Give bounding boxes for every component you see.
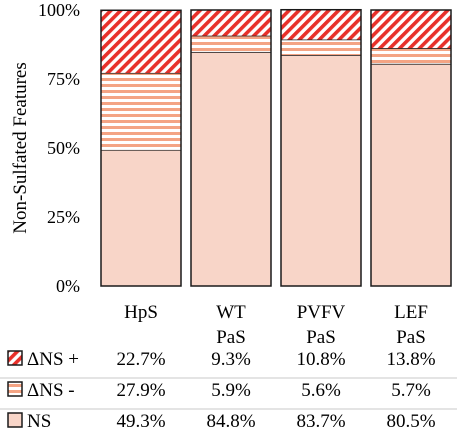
bar-segment-horizontal-stripes <box>281 39 361 55</box>
y-axis-title: Non-Sulfated Features <box>10 62 31 233</box>
x-axis-categories: HpS WT PaS PVFV PaS LEF PaS <box>124 302 428 348</box>
bar-segment-solid <box>101 149 181 286</box>
data-label: 80.5% <box>386 411 435 432</box>
x-category-label: WT <box>216 302 246 323</box>
data-label: 13.8% <box>386 349 435 370</box>
x-category-label: PaS <box>396 327 426 348</box>
legend-swatch <box>7 350 23 366</box>
data-label: 49.3% <box>116 411 165 432</box>
x-category-label: PaS <box>216 327 246 348</box>
bar-segment-solid <box>371 63 451 286</box>
data-label: 27.9% <box>116 380 165 401</box>
x-category-label: PaS <box>306 327 336 348</box>
y-tick-label: 0% <box>56 276 80 296</box>
legend-label: ΔNS - <box>27 380 75 401</box>
legend-label: ΔNS + <box>27 349 79 370</box>
x-category-label: LEF <box>394 302 428 323</box>
y-tick-label: 50% <box>47 138 80 158</box>
bar-outline <box>190 9 272 287</box>
legend-label: NS <box>27 411 51 432</box>
bar-segment-solid <box>191 51 271 287</box>
y-tick-label: 75% <box>47 69 80 89</box>
bar-outline <box>100 9 182 287</box>
data-label: 5.9% <box>211 380 251 401</box>
legend-swatch <box>7 381 23 397</box>
data-label: 22.7% <box>116 349 165 370</box>
bar-segment-horizontal-stripes <box>371 48 451 64</box>
bar-segment-diagonal-stripes <box>101 10 181 73</box>
data-label: 84.8% <box>206 411 255 432</box>
bar-segment-diagonal-stripes <box>371 10 451 49</box>
bar-segment-diagonal-stripes <box>191 10 271 36</box>
bar-outline <box>370 9 452 287</box>
data-table: ΔNS + 22.7% 9.3% 10.8% 13.8% ΔNS - 27.9% 5.9% 5.… <box>0 349 457 432</box>
x-category-label: HpS <box>124 302 158 323</box>
data-label: 5.7% <box>391 380 431 401</box>
y-tick-label: 25% <box>47 207 80 227</box>
bar-outline <box>280 8 362 287</box>
bars <box>100 8 452 287</box>
legend-swatch <box>7 412 23 428</box>
y-tick-label: 100% <box>38 0 80 20</box>
x-category-label: PVFV <box>297 302 346 323</box>
bar-segment-horizontal-stripes <box>101 72 181 150</box>
bar-segment-diagonal-stripes <box>281 9 361 40</box>
data-label: 10.8% <box>296 349 345 370</box>
data-label: 83.7% <box>296 411 345 432</box>
bar-segment-solid <box>281 54 361 286</box>
data-label: 9.3% <box>211 349 251 370</box>
y-axis: 0% 25% 50% 75% 100% <box>38 0 80 296</box>
bar-segment-horizontal-stripes <box>191 35 271 52</box>
data-label: 5.6% <box>301 380 341 401</box>
